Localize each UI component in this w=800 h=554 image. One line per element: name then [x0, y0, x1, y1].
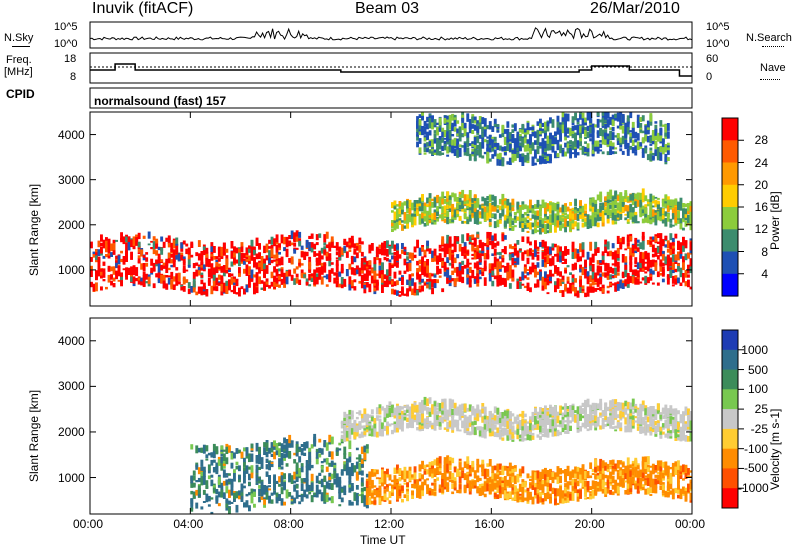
nsearch-label: N.Search: [746, 32, 792, 44]
velocity-colorbar-label: Velocity [m s-1]: [768, 408, 782, 490]
velocity-colorbar-swatch-0: [722, 330, 738, 351]
power-ytick-2000: 2000: [58, 217, 85, 232]
axes-ticks: [89, 112, 693, 514]
nave-tick-bottom: 0: [706, 71, 713, 83]
power-colorbar-tick-5: 8: [761, 244, 768, 259]
velocity-colorbar-swatch-7: [722, 468, 738, 489]
xlabel: Time UT: [360, 533, 406, 547]
velocity-colorbar: [721, 329, 744, 509]
velocity-ytick-3000: 3000: [58, 379, 85, 394]
nave-tick-top: 60: [706, 53, 719, 65]
power-colorbar-tick-1: 24: [754, 155, 768, 170]
power-colorbar-swatch-4: [722, 207, 738, 230]
power-colorbar-swatch-0: [722, 118, 738, 141]
velocity-colorbar-swatch-4: [722, 409, 738, 430]
xtick-5: 20:00: [574, 517, 605, 531]
freq-unit-label: [MHz]: [4, 66, 33, 78]
xtick-6: 00:00: [675, 517, 706, 531]
velocity-colorbar-swatch-1: [722, 349, 738, 371]
velocity-heatmap: [190, 396, 693, 514]
velocity-colorbar-swatch-5: [722, 428, 738, 450]
velocity-colorbar-swatch-8: [722, 488, 738, 509]
velocity-colorbar-swatch-6: [722, 448, 738, 469]
power-ytick-1000: 1000: [58, 262, 85, 277]
cpid-strip-frame: [89, 87, 693, 109]
velocity-colorbar-tick-1: 500: [747, 362, 768, 377]
nsearch-legend-line: [762, 46, 784, 47]
power-colorbar-swatch-3: [722, 184, 738, 208]
nave-legend-line: [760, 79, 780, 80]
velocity-colorbar-tick-7: -1000: [738, 481, 769, 496]
velocity-colorbar-tick-5: -100: [743, 441, 768, 456]
power-heatmap: [90, 112, 693, 298]
nave-label: Nave: [760, 62, 786, 74]
power-ytick-4000: 4000: [58, 127, 85, 142]
freq-tick-top: 18: [64, 53, 77, 65]
velocity-colorbar-tick-0: 1000: [741, 342, 768, 357]
power-colorbar-tick-2: 20: [754, 177, 768, 192]
noise-trace: [89, 27, 693, 44]
velocity-ytick-4000: 4000: [58, 333, 85, 348]
velocity-colorbar-tick-6: -500: [743, 461, 768, 476]
power-colorbar-swatch-7: [722, 273, 738, 297]
xtick-3: 12:00: [374, 517, 405, 531]
noise-strip-frame: [89, 21, 693, 49]
power-ytick-3000: 3000: [58, 172, 85, 187]
velocity-ytick-1000: 1000: [58, 470, 85, 485]
power-colorbar: [721, 117, 744, 297]
velocity-colorbar-tick-2: 100: [747, 382, 768, 397]
xtick-2: 08:00: [273, 517, 304, 531]
velocity-colorbar-swatch-2: [722, 369, 738, 390]
xtick-4: 16:00: [474, 517, 505, 531]
freq-trace: [90, 63, 692, 77]
power-colorbar-swatch-1: [722, 140, 738, 164]
velocity-ylabel: Slant Range [km]: [27, 389, 41, 482]
date-title: 26/Mar/2010: [590, 0, 680, 17]
xtick-1: 04:00: [173, 517, 204, 531]
velocity-ytick-2000: 2000: [58, 424, 85, 439]
power-colorbar-label: Power [dB]: [768, 191, 782, 250]
power-colorbar-tick-4: 12: [754, 222, 768, 237]
velocity-colorbar-tick-4: -25: [750, 421, 768, 436]
beam-title: Beam 03: [355, 0, 420, 17]
power-colorbar-tick-3: 16: [754, 200, 768, 214]
nsky-legend-line: [12, 46, 30, 47]
noise-tick-left-top: 10^5: [54, 21, 78, 33]
cpid-name: normalsound (fast) 157: [94, 94, 227, 108]
power-colorbar-tick-6: 4: [761, 266, 768, 281]
velocity-colorbar-swatch-3: [722, 389, 738, 410]
power-ylabel: Slant Range [km]: [27, 183, 41, 276]
noise-tick-right-bottom: 10^0: [706, 38, 730, 50]
noise-tick-left-bottom: 10^0: [54, 38, 78, 50]
station-title: Inuvik (fitACF): [92, 0, 194, 17]
noise-tick-right-top: 10^5: [706, 21, 730, 33]
nsky-label: N.Sky: [4, 32, 34, 44]
cpid-label: CPID: [6, 87, 35, 101]
velocity-colorbar-tick-3: 25: [754, 402, 768, 417]
power-colorbar-swatch-5: [722, 229, 738, 253]
power-colorbar-tick-0: 28: [754, 133, 768, 148]
freq-label: Freq.: [6, 54, 32, 66]
freq-strip-frame: [89, 52, 693, 84]
freq-tick-bottom: 8: [70, 71, 77, 83]
xtick-0: 00:00: [73, 517, 104, 531]
power-colorbar-swatch-2: [722, 162, 738, 186]
power-colorbar-swatch-6: [722, 251, 738, 275]
